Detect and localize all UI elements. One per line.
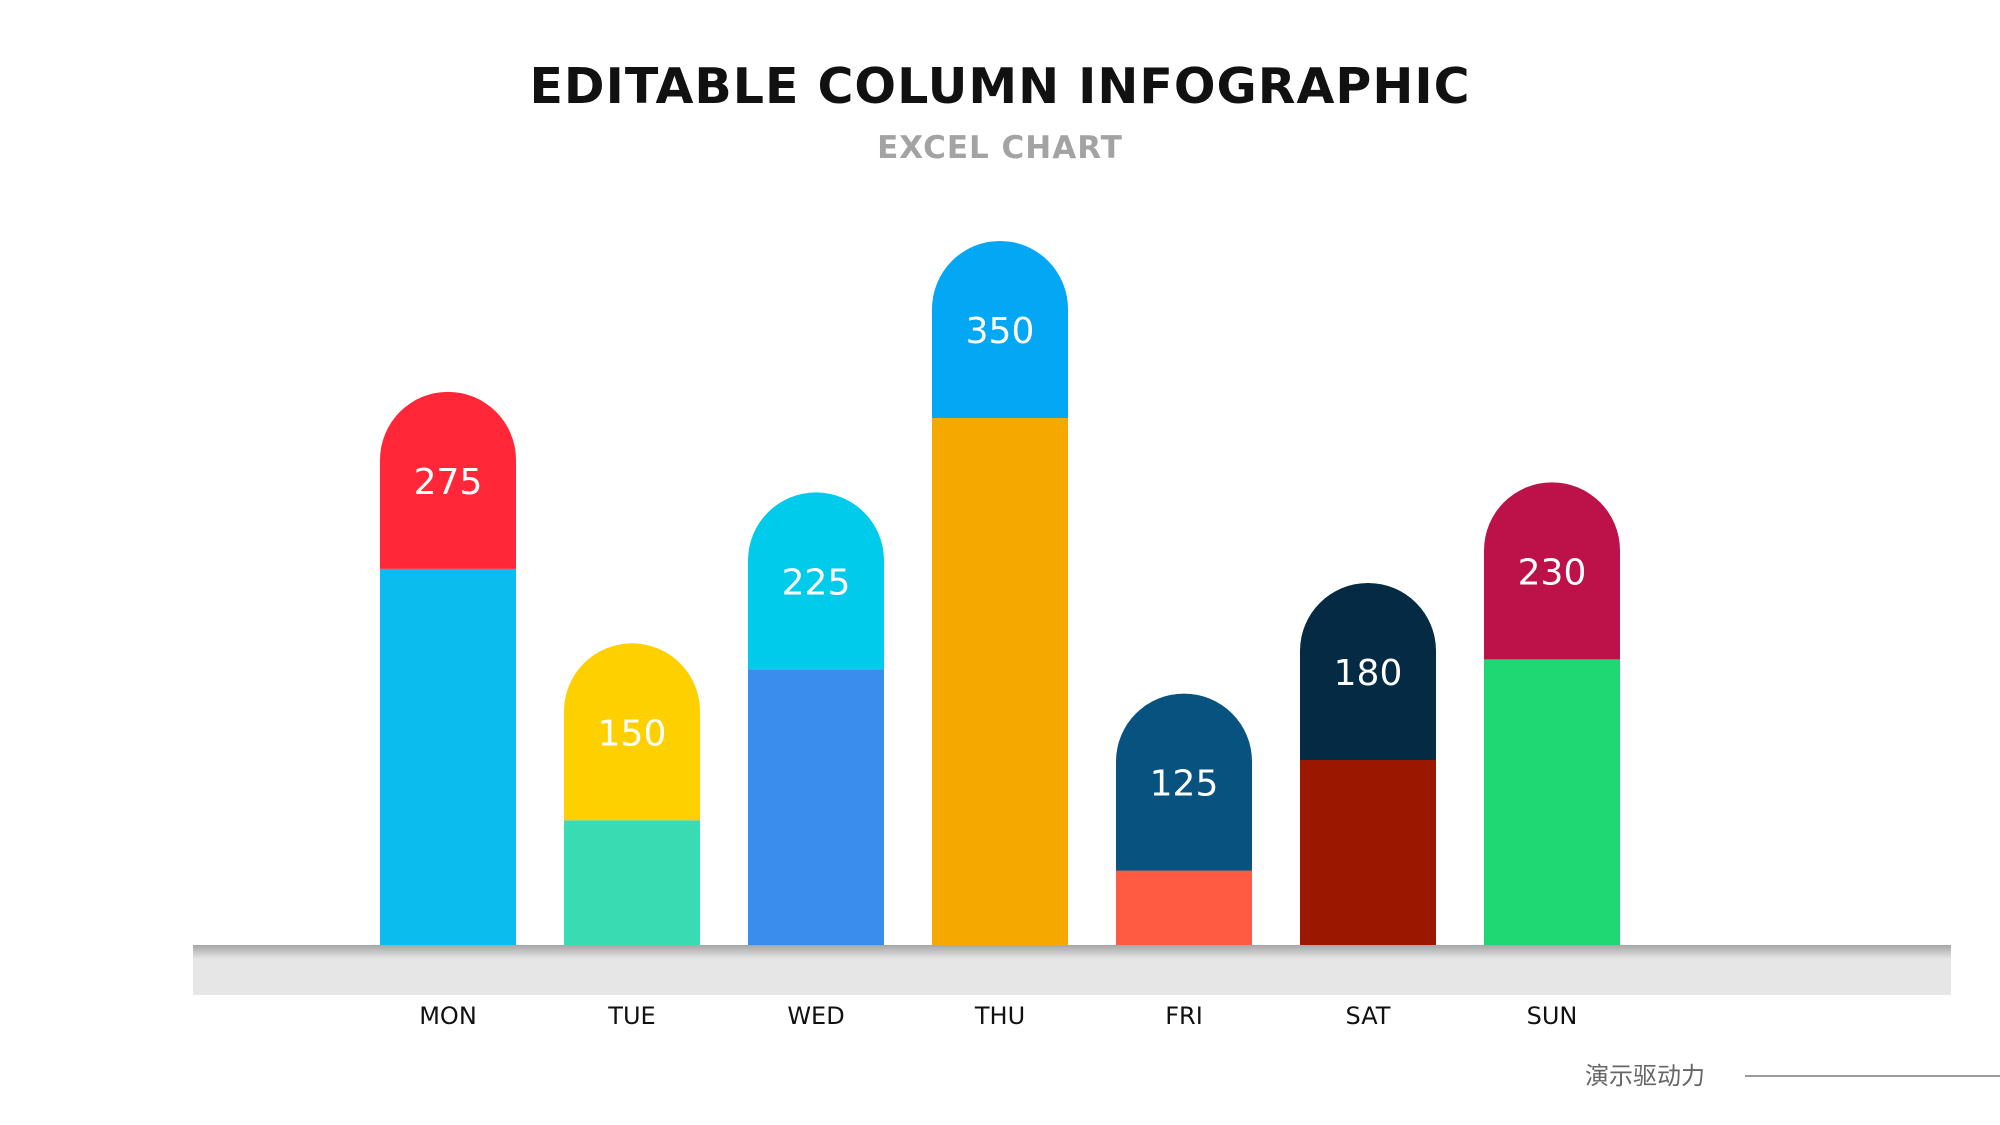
data-label-thu: 350 xyxy=(966,311,1035,352)
bar-cap-sat xyxy=(1300,582,1436,760)
bar-body-thu xyxy=(932,418,1068,945)
bar-cap-tue xyxy=(564,643,700,821)
bar-body-fri xyxy=(1116,870,1252,945)
category-label-sat: SAT xyxy=(1346,1002,1391,1030)
bar-cap-wed xyxy=(748,492,884,670)
category-label-wed: WED xyxy=(787,1002,844,1030)
chart-subtitle: EXCEL CHART xyxy=(877,130,1123,166)
category-label-tue: TUE xyxy=(607,1002,655,1030)
chart-base-shadow xyxy=(193,945,1951,959)
category-label-fri: FRI xyxy=(1165,1002,1203,1030)
footer-divider xyxy=(1745,1075,2000,1077)
bar-body-sun xyxy=(1484,659,1620,945)
bar-cap-thu xyxy=(932,241,1068,418)
bar-body-mon xyxy=(380,568,516,945)
category-label-thu: THU xyxy=(974,1002,1025,1030)
data-label-fri: 125 xyxy=(1150,764,1219,805)
bar-body-wed xyxy=(748,669,884,945)
bar-cap-sun xyxy=(1484,482,1620,660)
chart-title: EDITABLE COLUMN INFOGRAPHIC xyxy=(529,58,1471,115)
data-label-sun: 230 xyxy=(1518,552,1587,593)
data-label-mon: 275 xyxy=(414,462,483,503)
category-label-sun: SUN xyxy=(1527,1002,1578,1030)
bar-cap-fri xyxy=(1116,693,1252,871)
footer-brand-text: 演示驱动力 xyxy=(1585,1062,1705,1090)
bar-body-tue xyxy=(564,820,700,945)
data-label-wed: 225 xyxy=(782,562,851,603)
category-label-mon: MON xyxy=(419,1002,477,1030)
bar-body-sat xyxy=(1300,759,1436,945)
data-label-tue: 150 xyxy=(598,713,667,754)
data-label-sat: 180 xyxy=(1334,653,1403,694)
bar-cap-mon xyxy=(380,391,516,569)
